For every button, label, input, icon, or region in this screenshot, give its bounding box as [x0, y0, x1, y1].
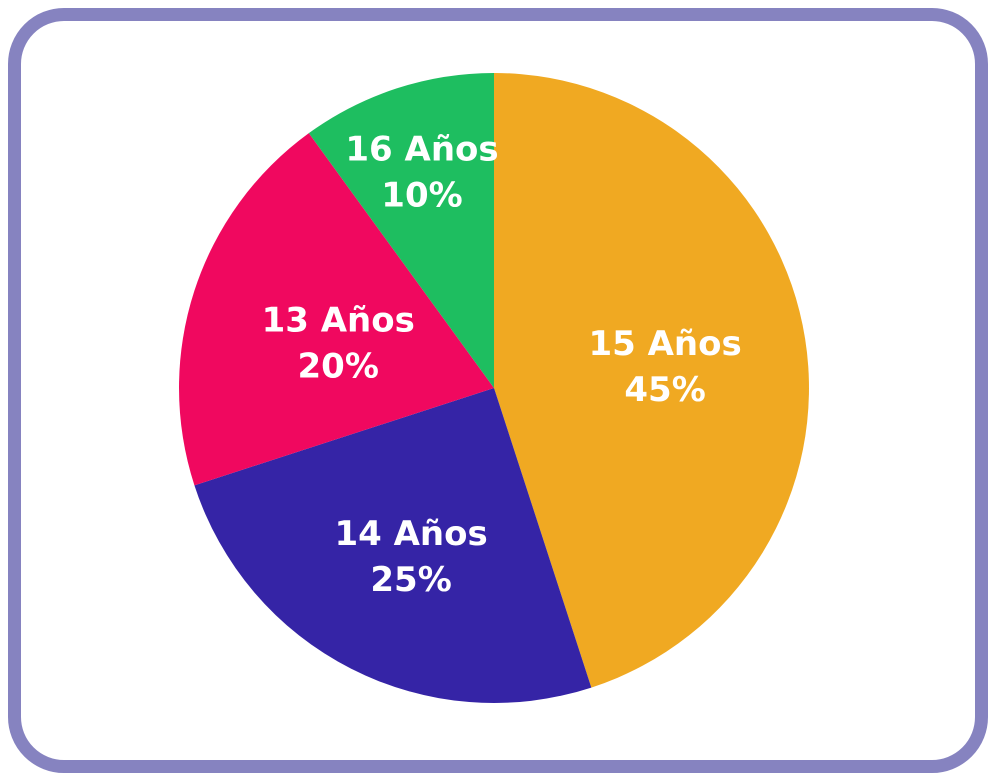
slice-value-label: 10%: [381, 175, 462, 215]
pie-labels: 15 Años 45% 14 Años 25% 13 Años 20% 16 Años 10%: [262, 129, 742, 600]
slice-label: 13 Años: [262, 300, 415, 340]
slice-value-label: 45%: [624, 370, 705, 410]
pie-slices: [179, 73, 809, 703]
pie-slice: [308, 73, 494, 388]
slice-value-label: 20%: [298, 346, 379, 386]
slice-value-label: 25%: [370, 560, 451, 600]
pie-slice: [179, 133, 495, 486]
pie-slice: [194, 388, 592, 703]
pie-slice: [494, 73, 809, 688]
slice-label: 16 Años: [345, 129, 498, 169]
slice-label: 15 Años: [588, 324, 741, 364]
slice-label: 14 Años: [334, 514, 487, 554]
